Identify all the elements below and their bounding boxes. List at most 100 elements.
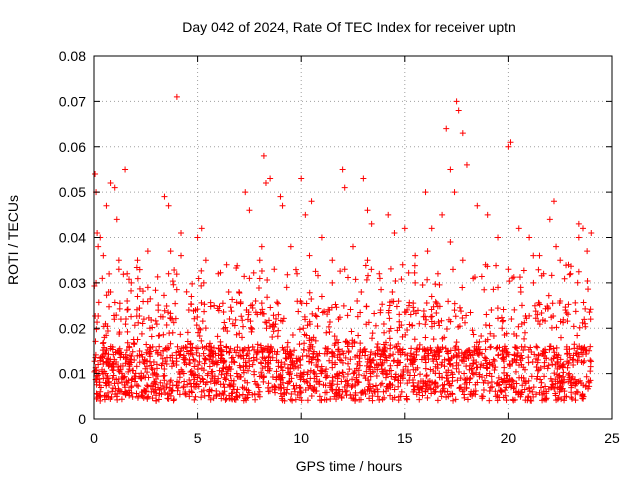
data-point [380,388,387,395]
data-point [450,397,457,404]
data-point [258,300,265,307]
data-point [237,374,244,381]
data-point [422,189,429,196]
data-point [158,385,165,392]
data-point [585,286,592,293]
data-point [498,376,505,383]
data-point [191,315,198,322]
data-point [535,300,542,307]
data-point [226,395,233,402]
data-point [261,346,268,353]
data-point [296,326,303,333]
data-point [517,284,524,291]
data-point [200,379,207,386]
data-point [274,299,281,306]
data-point [140,298,147,305]
data-point [111,184,118,191]
data-point [357,396,364,403]
data-point [334,375,341,382]
data-point [297,362,304,369]
data-point [162,345,169,352]
data-point [395,340,402,347]
data-point [322,382,329,389]
data-point [464,396,471,403]
data-point [146,344,153,351]
data-point [308,198,315,205]
data-point [411,262,418,269]
data-point [562,307,569,314]
data-point [401,351,408,358]
data-point [490,356,497,363]
data-point [568,375,575,382]
data-point [99,354,106,361]
data-point [428,318,435,325]
data-point [106,303,113,310]
data-point [375,362,382,369]
data-point [395,298,402,305]
data-point [157,313,164,320]
data-point [220,308,227,315]
data-point [198,299,205,306]
data-point [574,332,581,339]
data-point [365,364,372,371]
data-point [196,325,203,332]
data-point [361,346,368,353]
data-point [113,312,120,319]
data-point [105,357,112,364]
data-point [343,338,350,345]
data-point [333,336,340,343]
data-point [478,273,485,280]
data-point [99,275,106,282]
data-point [387,325,394,332]
data-point [424,248,431,255]
data-point [379,301,386,308]
data-point [563,309,570,316]
data-point [364,257,371,264]
data-point [163,302,170,309]
data-point [218,352,225,359]
data-point [572,299,579,306]
data-point [186,388,193,395]
data-point [220,365,227,372]
data-point [387,352,394,359]
data-point [534,367,541,374]
data-point [357,340,364,347]
data-point [349,382,356,389]
data-point [411,269,418,276]
data-point [534,311,541,318]
data-point [422,359,429,366]
data-point [207,396,214,403]
data-point [92,354,99,361]
data-point [149,366,156,373]
data-point [460,386,467,393]
data-point [495,234,502,241]
data-point [369,397,376,404]
data-point [214,359,221,366]
data-point [534,344,541,351]
data-point [126,360,133,367]
data-point [446,382,453,389]
data-point [152,287,159,294]
data-point [201,360,208,367]
data-point [201,308,208,315]
data-point [117,363,124,370]
data-point [326,357,333,364]
data-point [124,306,131,313]
data-point [220,381,227,388]
data-point [318,370,325,377]
data-point [266,323,273,330]
data-point [344,274,351,281]
data-point [166,390,173,397]
data-point [451,344,458,351]
data-point [449,378,456,385]
data-point [307,367,314,374]
data-point [393,303,400,310]
data-point [264,359,271,366]
data-point [204,372,211,379]
data-point [494,305,501,312]
data-point [586,383,593,390]
data-point [263,325,270,332]
data-point [501,379,508,386]
data-point [396,311,403,318]
data-point [285,353,292,360]
